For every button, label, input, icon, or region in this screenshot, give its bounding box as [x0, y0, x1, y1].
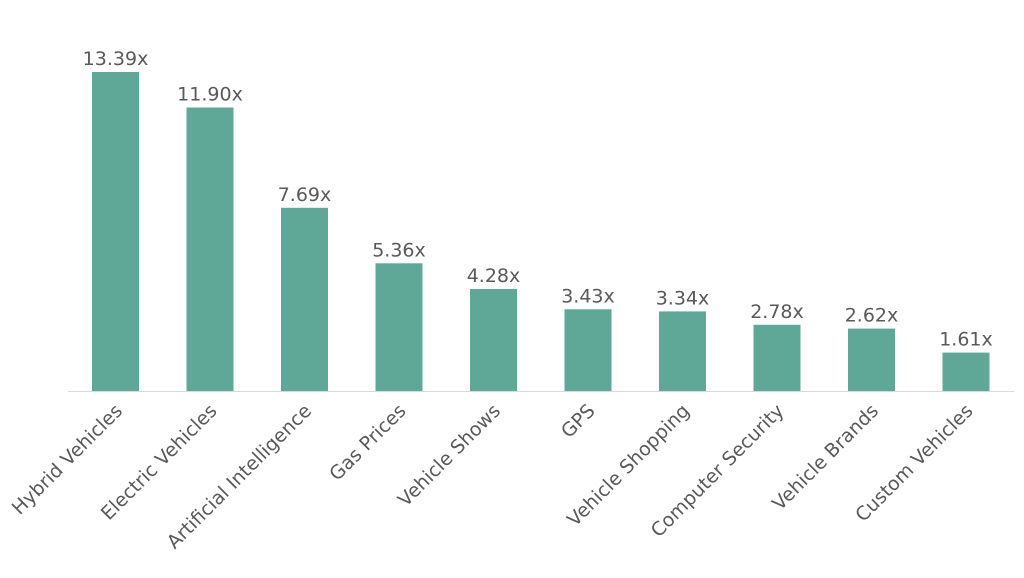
- bar: [942, 352, 990, 391]
- data-labels-group: 13.39x 11.90x 7.69x 5.36x 4.28x 3.43x 3.34x 2.7…: [83, 48, 993, 351]
- data-label: 5.36x: [372, 239, 426, 261]
- data-label: 13.39x: [83, 48, 149, 70]
- bar: [186, 107, 234, 391]
- x-tick-label: Gas Prices: [325, 400, 410, 485]
- data-label: 11.90x: [177, 84, 243, 106]
- x-tick-label: Vehicle Shows: [394, 400, 505, 511]
- bar: [375, 263, 423, 391]
- data-label: 3.43x: [561, 285, 615, 307]
- data-label: 1.61x: [939, 329, 993, 351]
- bars-group: [92, 72, 990, 391]
- data-label: 4.28x: [467, 265, 521, 287]
- data-label: 3.34x: [656, 287, 710, 309]
- bar: [564, 309, 612, 391]
- data-label: 7.69x: [278, 184, 332, 206]
- x-tick-label: GPS: [557, 400, 600, 443]
- bar: [848, 328, 895, 391]
- data-label: 2.62x: [845, 305, 899, 327]
- bar: [281, 207, 328, 391]
- bar: [753, 324, 801, 391]
- bar: [92, 72, 139, 391]
- bar: [659, 311, 706, 391]
- bar: [470, 289, 517, 391]
- data-label: 2.78x: [750, 301, 804, 323]
